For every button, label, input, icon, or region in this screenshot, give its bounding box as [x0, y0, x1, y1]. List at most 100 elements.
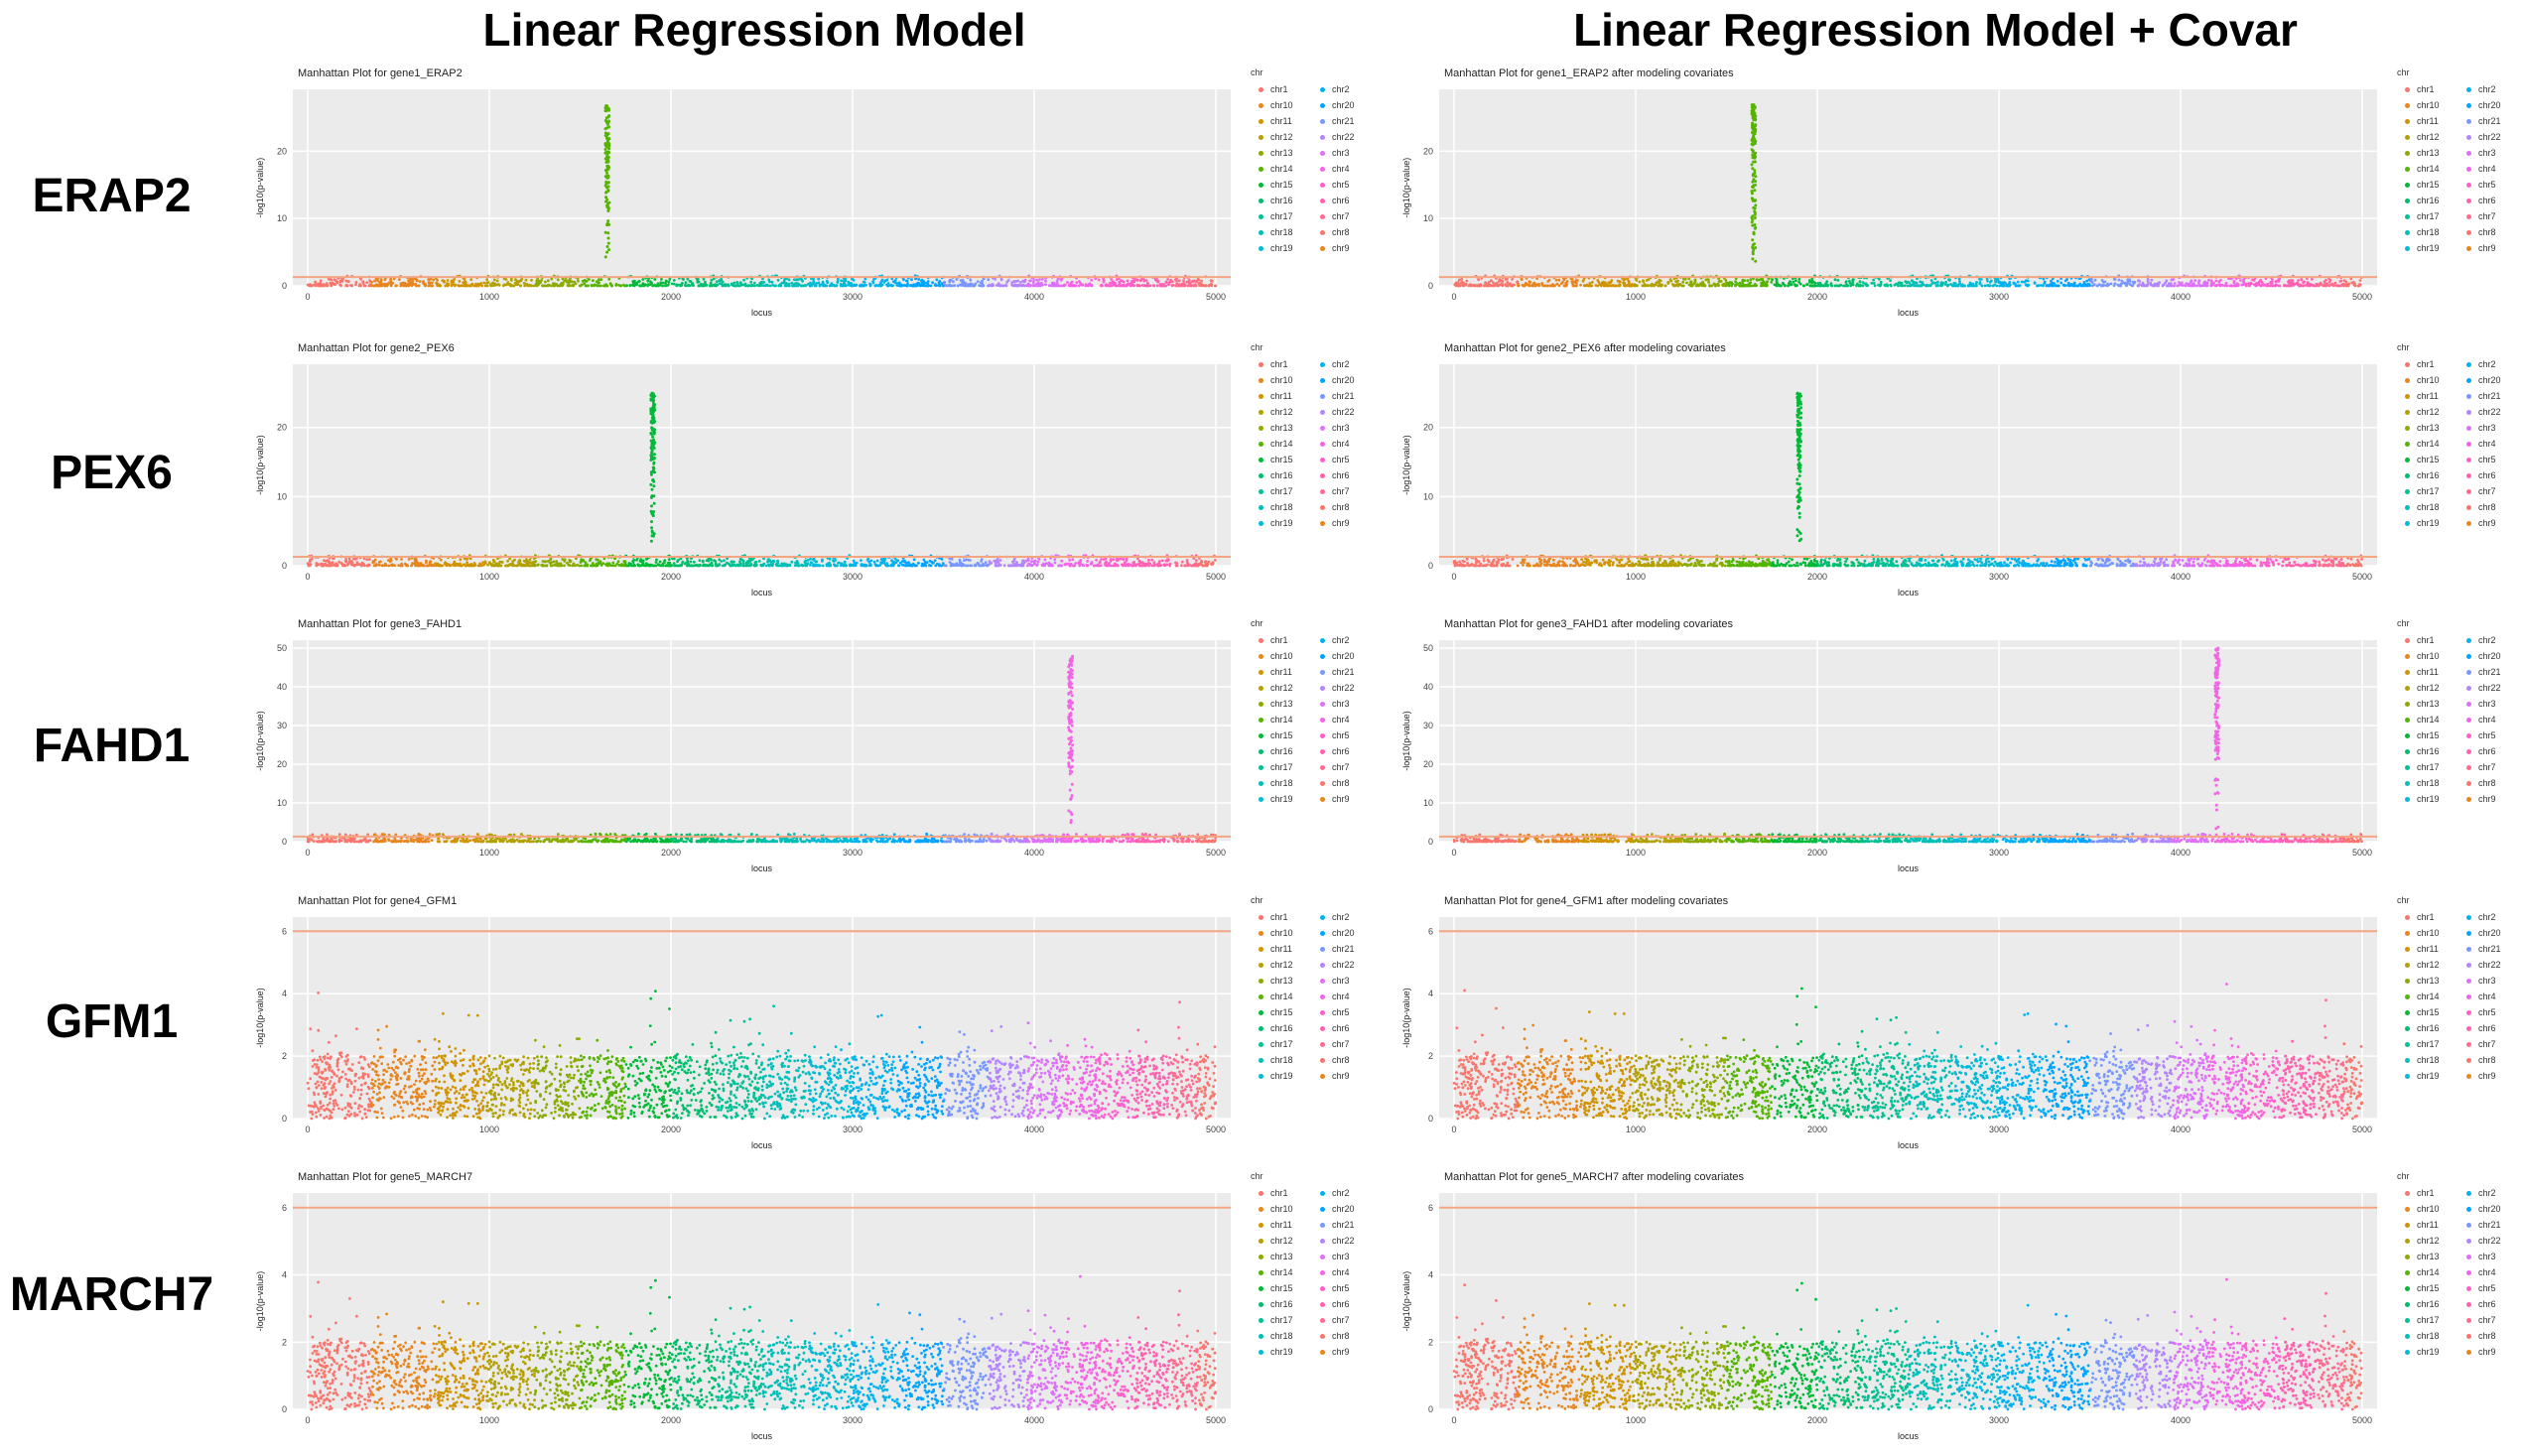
data-point — [1004, 283, 1007, 287]
data-point — [1668, 278, 1672, 282]
legend-swatch — [1259, 458, 1263, 463]
data-point — [860, 564, 863, 568]
data-point — [1889, 283, 1893, 287]
data-point — [876, 564, 880, 568]
data-point — [1949, 283, 1952, 286]
data-point — [2184, 284, 2188, 288]
data-point — [1132, 564, 1135, 568]
data-point — [380, 284, 384, 288]
legend-label: chr18 — [1270, 502, 1293, 512]
data-point — [937, 564, 941, 568]
data-point — [718, 563, 721, 566]
legend-swatch — [1259, 521, 1263, 527]
data-point — [1058, 564, 1062, 568]
data-point — [1596, 284, 1600, 288]
data-point — [880, 561, 884, 565]
data-point — [950, 557, 954, 561]
data-point — [981, 284, 985, 288]
data-point — [1130, 279, 1133, 283]
data-point — [1119, 557, 1123, 561]
data-point — [869, 559, 873, 563]
data-point — [2185, 282, 2189, 286]
data-point — [871, 281, 875, 285]
data-point — [602, 557, 606, 561]
data-point — [490, 564, 494, 568]
data-point — [996, 558, 998, 562]
data-point — [1807, 279, 1811, 282]
data-point — [1844, 281, 1848, 284]
peak-point — [652, 461, 656, 464]
data-point — [395, 284, 398, 288]
data-point — [410, 564, 413, 568]
legend-swatch — [1320, 119, 1325, 125]
data-point — [638, 284, 642, 288]
x-tick-label: 2000 — [1807, 292, 1827, 302]
data-point — [2043, 280, 2047, 284]
data-point — [780, 281, 784, 285]
data-point — [1588, 282, 1592, 285]
data-point — [1716, 282, 1720, 286]
data-point — [2217, 283, 2221, 287]
data-point — [552, 560, 556, 564]
data-point — [1209, 279, 1213, 282]
data-point — [1130, 282, 1134, 285]
peak-point — [1753, 125, 1757, 128]
data-point — [1944, 280, 1948, 284]
legend-swatch — [2405, 119, 2410, 125]
data-point — [569, 284, 573, 288]
data-point — [721, 280, 725, 284]
data-point — [730, 564, 732, 568]
data-point — [817, 281, 821, 285]
data-point — [1030, 564, 1034, 567]
data-point — [961, 281, 965, 284]
data-point — [508, 557, 512, 561]
data-point — [2069, 284, 2073, 287]
data-point — [1124, 284, 1128, 288]
data-point — [832, 559, 835, 562]
data-point — [2356, 558, 2359, 562]
data-point — [628, 284, 632, 288]
data-point — [2048, 284, 2052, 288]
data-point — [891, 280, 895, 283]
data-point — [428, 561, 432, 565]
legend-swatch — [1320, 183, 1325, 189]
data-point — [524, 560, 528, 564]
data-point — [1492, 281, 1495, 285]
data-point — [2338, 280, 2342, 283]
data-point — [948, 279, 952, 283]
data-point — [2040, 284, 2043, 287]
peak-point — [1751, 136, 1755, 140]
legend-entry: chr15 — [1259, 452, 1293, 467]
data-point — [496, 564, 499, 568]
data-point — [1685, 281, 1688, 285]
data-point — [668, 278, 672, 281]
data-point — [1174, 564, 1178, 568]
data-point — [1019, 284, 1022, 287]
legend-swatch — [1259, 230, 1263, 236]
data-point — [2214, 279, 2218, 283]
data-point — [899, 283, 903, 286]
data-point — [894, 561, 898, 564]
data-point — [1118, 281, 1122, 284]
legend-swatch — [1259, 151, 1263, 157]
peak-point — [1753, 212, 1757, 216]
data-point — [544, 280, 547, 284]
data-point — [1166, 278, 1169, 281]
data-point — [812, 564, 816, 568]
data-point — [759, 284, 762, 288]
data-point — [329, 278, 332, 281]
data-point — [2161, 284, 2165, 288]
data-point — [1127, 564, 1130, 568]
data-point — [776, 559, 779, 563]
data-point — [914, 564, 917, 568]
data-point — [409, 281, 412, 284]
data-point — [1111, 284, 1115, 287]
x-tick-label: 1000 — [479, 292, 499, 302]
data-point — [617, 564, 621, 567]
data-point — [2290, 281, 2293, 285]
data-point — [2251, 278, 2254, 282]
peak-point — [652, 398, 656, 402]
data-point — [1060, 277, 1064, 281]
data-point — [955, 278, 959, 281]
data-point — [1038, 278, 1041, 281]
